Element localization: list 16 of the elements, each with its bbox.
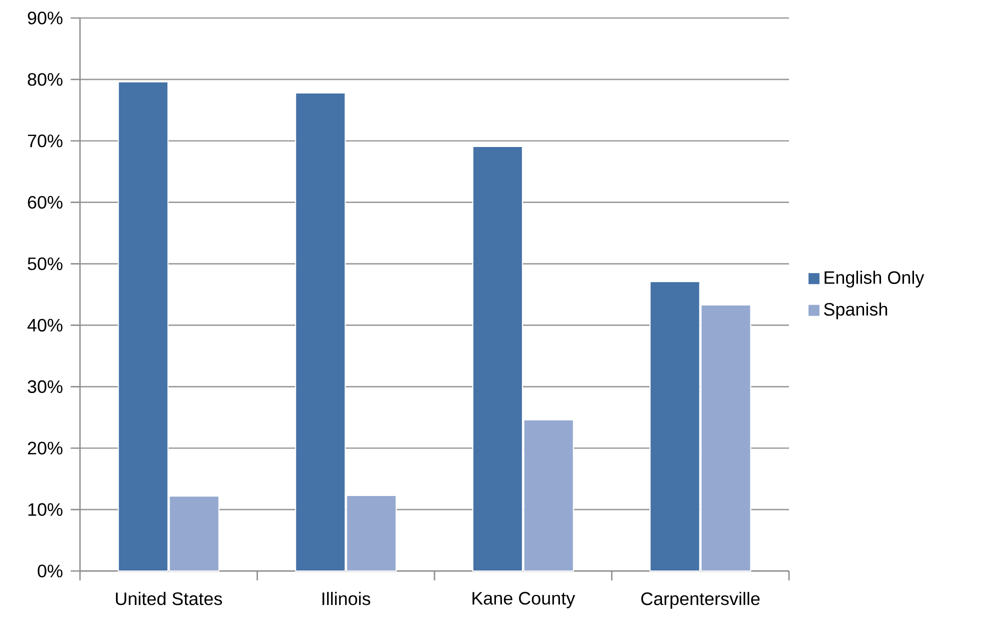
y-tick-label: 30% — [28, 380, 62, 394]
y-tick-label: 90% — [28, 12, 62, 24]
x-tick-label: Illinois — [322, 592, 370, 606]
y-tick-label: 60% — [28, 196, 62, 209]
x-tick-label: Carpentersville — [641, 592, 760, 609]
y-tick-label: 0% — [38, 564, 62, 578]
x-tick-label: United States — [116, 592, 222, 606]
y-tick-label: 20% — [28, 442, 62, 454]
y-tick-label: 50% — [28, 257, 62, 270]
y-tick-label: 70% — [28, 134, 62, 148]
legend-label: English Only — [824, 270, 924, 288]
y-tick-label: 80% — [28, 73, 62, 86]
y-tick-label: 40% — [27, 318, 62, 332]
x-tick-label: Kane County — [472, 592, 576, 608]
legend-label: Spanish — [824, 302, 888, 320]
y-tick-label: 10% — [28, 503, 62, 516]
